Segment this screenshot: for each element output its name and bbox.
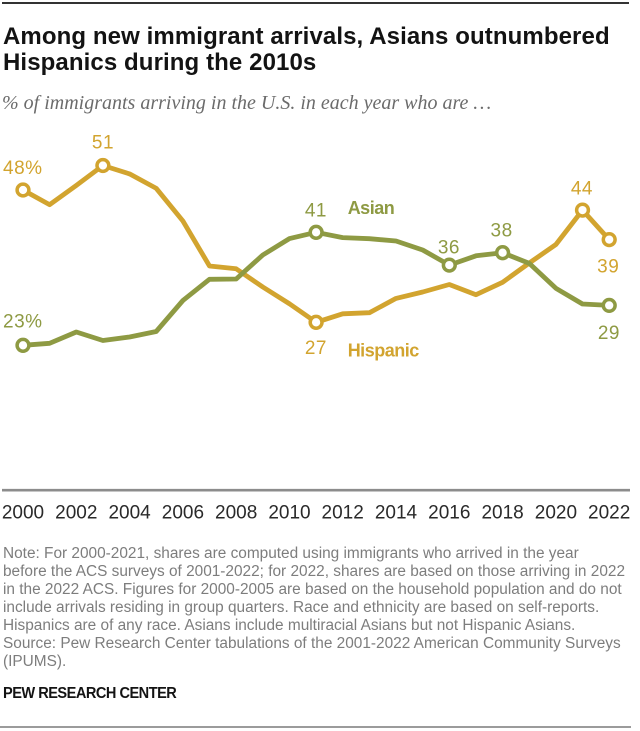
svg-text:29: 29 bbox=[598, 323, 620, 344]
svg-text:39: 39 bbox=[597, 257, 619, 278]
svg-text:2006: 2006 bbox=[162, 503, 204, 524]
svg-text:44: 44 bbox=[571, 178, 593, 199]
svg-text:2002: 2002 bbox=[55, 503, 97, 524]
svg-text:51: 51 bbox=[92, 132, 114, 153]
svg-text:48%: 48% bbox=[3, 158, 43, 179]
svg-text:27: 27 bbox=[305, 338, 327, 359]
svg-text:2012: 2012 bbox=[322, 503, 364, 524]
svg-text:2008: 2008 bbox=[215, 503, 257, 524]
svg-text:23%: 23% bbox=[3, 311, 43, 332]
svg-text:2014: 2014 bbox=[375, 503, 418, 524]
svg-text:2020: 2020 bbox=[535, 503, 577, 524]
svg-text:2018: 2018 bbox=[481, 503, 523, 524]
svg-text:2004: 2004 bbox=[108, 503, 151, 524]
svg-text:2010: 2010 bbox=[268, 503, 310, 524]
svg-text:Hispanic: Hispanic bbox=[348, 340, 420, 360]
svg-text:2016: 2016 bbox=[428, 503, 470, 524]
svg-text:36: 36 bbox=[438, 237, 460, 258]
svg-text:41: 41 bbox=[305, 200, 327, 221]
svg-text:38: 38 bbox=[491, 221, 513, 242]
svg-text:Asian: Asian bbox=[348, 198, 395, 218]
svg-text:2022: 2022 bbox=[588, 503, 630, 524]
svg-text:2000: 2000 bbox=[2, 503, 44, 524]
